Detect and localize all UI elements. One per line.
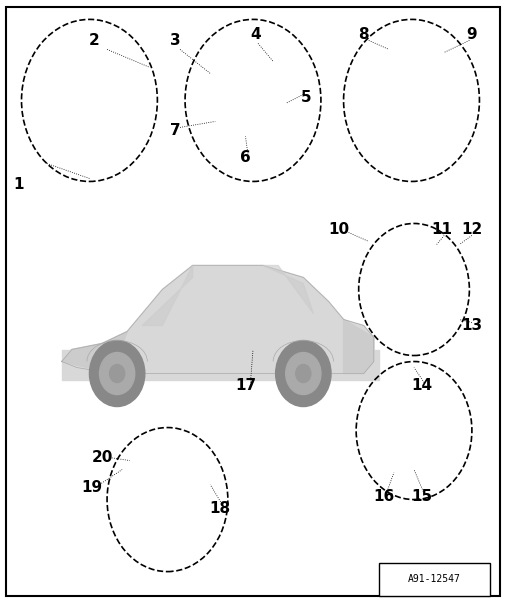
Text: 3: 3 xyxy=(169,33,180,48)
Circle shape xyxy=(99,353,134,394)
Text: 13: 13 xyxy=(461,318,481,333)
FancyBboxPatch shape xyxy=(378,563,488,596)
Text: 2: 2 xyxy=(89,33,99,48)
Text: 18: 18 xyxy=(209,501,230,516)
Circle shape xyxy=(285,353,320,394)
Circle shape xyxy=(295,365,310,382)
Text: 6: 6 xyxy=(239,150,250,165)
Circle shape xyxy=(275,341,330,406)
Polygon shape xyxy=(142,265,192,326)
Text: 7: 7 xyxy=(169,123,180,138)
Circle shape xyxy=(89,341,144,406)
Text: 10: 10 xyxy=(327,222,348,237)
Text: 15: 15 xyxy=(410,489,431,504)
Text: 4: 4 xyxy=(249,27,260,42)
Text: 11: 11 xyxy=(430,222,451,237)
Text: 16: 16 xyxy=(373,489,394,504)
Polygon shape xyxy=(343,320,373,373)
Text: 1: 1 xyxy=(14,177,24,192)
Text: 5: 5 xyxy=(300,90,311,105)
Text: 9: 9 xyxy=(466,27,476,42)
Circle shape xyxy=(110,365,124,382)
Text: 20: 20 xyxy=(91,450,113,465)
Polygon shape xyxy=(62,265,373,373)
Text: A91-12547: A91-12547 xyxy=(407,575,460,584)
Text: 14: 14 xyxy=(410,378,431,393)
Polygon shape xyxy=(127,265,343,332)
Text: 17: 17 xyxy=(234,378,256,393)
Text: 8: 8 xyxy=(358,27,368,42)
Polygon shape xyxy=(62,332,127,373)
Text: 19: 19 xyxy=(81,480,103,495)
Text: 12: 12 xyxy=(461,222,482,237)
Polygon shape xyxy=(263,265,313,314)
